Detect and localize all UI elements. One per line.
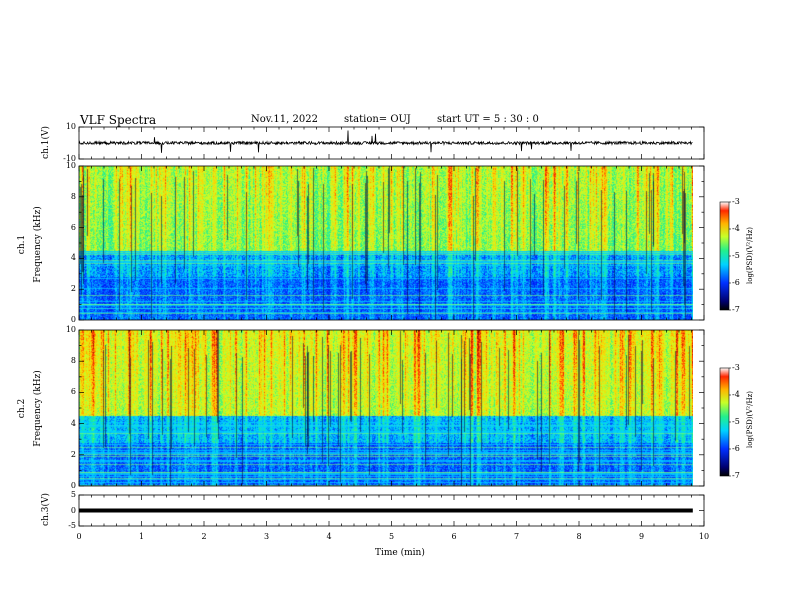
colorbar-tick: -6 [732, 444, 740, 453]
ch1-spec-label-line1: ch.1 [17, 234, 28, 255]
xtick-label: 6 [451, 532, 457, 541]
xtick-label: 3 [263, 532, 270, 541]
start-ut-label: start UT = 5 : 30 : 0 [437, 114, 539, 125]
colorbar-ch2 [719, 367, 730, 477]
ytick-panel1: 6 [70, 222, 76, 232]
xtick-label: 2 [201, 532, 207, 541]
ch3-waveform [79, 508, 693, 513]
ytick-panel2: 8 [70, 356, 76, 366]
colorbar-tick: -5 [732, 417, 740, 426]
ch1-volt-label: ch.1(V) [40, 126, 51, 159]
ytick-panel1: 2 [70, 284, 76, 294]
ytick-panel2: 6 [70, 387, 76, 397]
xtick-label: 10 [698, 532, 710, 541]
xtick-label: 1 [138, 532, 145, 541]
ytick-panel2: 10 [65, 325, 76, 334]
colorbar-tick: -4 [732, 224, 740, 233]
ch3-volt-label: ch.3(V) [40, 493, 51, 526]
x-axis-label: Time (min) [375, 548, 425, 558]
xtick-label: 9 [638, 532, 645, 541]
ch1-waveform [78, 130, 693, 153]
colorbar-tick: -6 [732, 278, 740, 287]
colorbar-ch1 [719, 201, 730, 311]
spectrogram-ch2 [79, 330, 693, 486]
colorbar-tick: -4 [732, 390, 740, 399]
ytick-panel1: 10 [65, 161, 76, 170]
ytick-panel3: 5 [70, 490, 76, 499]
colorbar-tick: -5 [732, 251, 740, 260]
colorbar1-label: log(PSD)(V²/Hz) [746, 227, 754, 284]
colorbar-tick: -7 [732, 471, 740, 480]
ytick-panel0: -10 [63, 154, 76, 163]
ytick-panel1: 4 [70, 253, 76, 263]
colorbar2-label: log(PSD)(V²/Hz) [746, 391, 754, 448]
ch2-spec-label-line2: Frequency (kHz) [32, 370, 43, 447]
date-label: Nov.11, 2022 [251, 114, 318, 125]
ytick-panel2: 2 [70, 449, 76, 459]
xtick-label: 8 [576, 532, 582, 541]
xtick-label: 0 [76, 532, 82, 541]
ytick-panel2: 4 [70, 418, 76, 428]
colorbar-tick: -3 [732, 363, 740, 372]
station-label: station= OUJ [344, 114, 411, 125]
ytick-panel3: -5 [68, 521, 76, 530]
colorbar-tick: -3 [732, 197, 740, 206]
ytick-panel3: 0 [70, 505, 76, 515]
colorbar-tick: -7 [732, 305, 740, 314]
xtick-label: 5 [388, 532, 395, 541]
xtick-label: 4 [326, 532, 332, 541]
ytick-panel1: 0 [70, 315, 76, 324]
ytick-panel0: 10 [65, 122, 76, 131]
xtick-label: 7 [513, 532, 520, 541]
chart-title: VLF Spectra [80, 113, 157, 127]
ytick-panel1: 8 [70, 191, 76, 201]
ch2-spec-label-line1: ch.2 [17, 398, 28, 419]
ytick-panel2: 0 [70, 481, 76, 490]
spectrogram-ch1 [79, 166, 693, 320]
ch1-spec-label-line2: Frequency (kHz) [32, 206, 43, 283]
